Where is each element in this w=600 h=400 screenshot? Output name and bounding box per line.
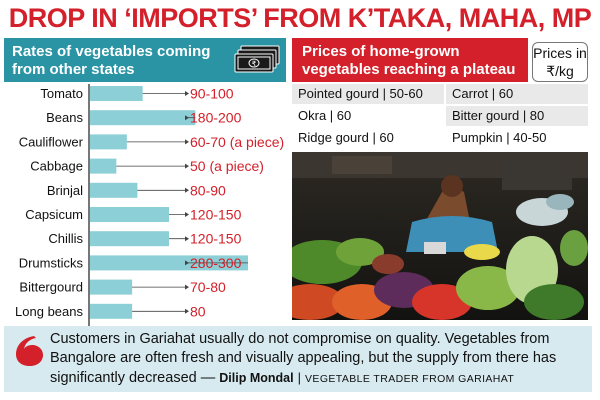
left-panel-title: Rates of vegetables coming from other st…: [12, 43, 211, 78]
category-label: Capsicum: [25, 207, 83, 222]
category-label: Tomato: [40, 86, 83, 101]
category-label: Brinjal: [47, 183, 83, 198]
value-label: 80: [190, 303, 206, 319]
category-label: Drumsticks: [19, 255, 84, 270]
leader-arrow: [185, 260, 189, 266]
leader-arrow: [185, 91, 189, 96]
category-label: Beans: [46, 110, 83, 125]
bar-brinjal: [90, 182, 138, 198]
prices-unit-label: Prices in ₹/kg: [532, 42, 588, 82]
left-panel-header: Rates of vegetables coming from other st…: [4, 38, 286, 82]
quote-speaker: Dilip Mondal: [219, 371, 294, 385]
value-label: 80-90: [190, 182, 226, 198]
vegetable-vendor-market-photo: [292, 152, 588, 320]
bar-drumsticks: [90, 255, 248, 271]
quote-speaker-role: VEGETABLE TRADER FROM GARIAHAT: [305, 373, 515, 385]
leader-arrow: [185, 308, 189, 314]
value-label: 180-200: [190, 110, 242, 126]
value-label: 120-150: [190, 207, 242, 223]
bar-capsicum: [90, 207, 169, 222]
leader-arrow: [185, 212, 189, 217]
value-label: 50 (a piece): [190, 158, 264, 174]
table-cell: Ridge gourd | 60: [298, 130, 394, 145]
category-label: Chillis: [48, 231, 83, 246]
bar-chillis: [90, 231, 169, 247]
leader-arrow: [185, 187, 189, 193]
right-panel-header: Prices of home-grown vegetables reaching…: [292, 38, 528, 82]
table-row: Okra | 60 Bitter gourd | 80: [292, 106, 588, 126]
value-label: 280-300: [190, 255, 242, 271]
bar-tomato: [90, 86, 143, 101]
chart-axis-line: [88, 84, 90, 326]
category-label: Long beans: [15, 304, 83, 319]
leader-arrow: [185, 163, 189, 169]
leader-arrow: [185, 139, 189, 145]
quote-separator: |: [297, 370, 301, 385]
vendor-quote: Customers in Gariahat usually do not com…: [4, 326, 592, 392]
value-label: 70-80: [190, 279, 226, 295]
value-label: 120-150: [190, 231, 242, 247]
table-cell: Pumpkin | 40-50: [452, 130, 547, 145]
bar-cauliflower: [90, 134, 127, 150]
home-grown-prices-table: Pointed gourd | 50-60 Carrot | 60 Okra |…: [292, 84, 588, 150]
quote-text-block: Customers in Gariahat usually do not com…: [50, 330, 590, 389]
table-cell: Bitter gourd | 80: [446, 106, 588, 126]
headline: DROP IN ‘IMPORTS’ FROM K’TAKA, MAHA, MP: [8, 3, 592, 33]
bar-bittergourd: [90, 279, 133, 295]
quote-text: Customers in Gariahat usually do not com…: [50, 331, 557, 386]
bar-cabbage: [90, 158, 117, 174]
table-cell: Okra | 60: [298, 108, 352, 123]
quote-mark-icon: [16, 336, 43, 366]
bar-chart-svg: Tomato 90-100 Beans 180-200 Cauliflower 60-70…: [15, 86, 284, 320]
table-cell: Carrot | 60: [446, 84, 588, 104]
leader-arrow: [185, 236, 189, 242]
right-panel-title: Prices of home-grown vegetables reaching…: [302, 43, 516, 78]
table-cell: Pointed gourd | 50-60: [292, 84, 444, 104]
money-notes-icon: ₹: [234, 45, 280, 73]
leader-arrow: [185, 284, 189, 290]
table-row: Pointed gourd | 50-60 Carrot | 60: [292, 84, 588, 104]
vegetable-rates-chart: Tomato 90-100 Beans 180-200 Cauliflower 60-70…: [0, 84, 290, 330]
category-label: Cabbage: [30, 159, 83, 174]
bar-beans: [90, 110, 196, 126]
value-label: 90-100: [190, 86, 234, 102]
value-label: 60-70 (a piece): [190, 134, 284, 150]
bar-long-beans: [90, 303, 133, 319]
svg-text:₹: ₹: [252, 60, 257, 68]
leader-arrow: [185, 115, 189, 121]
category-label: Bittergourd: [19, 280, 83, 295]
category-label: Cauliflower: [19, 134, 84, 149]
table-row: Ridge gourd | 60 Pumpkin | 40-50: [292, 128, 588, 148]
